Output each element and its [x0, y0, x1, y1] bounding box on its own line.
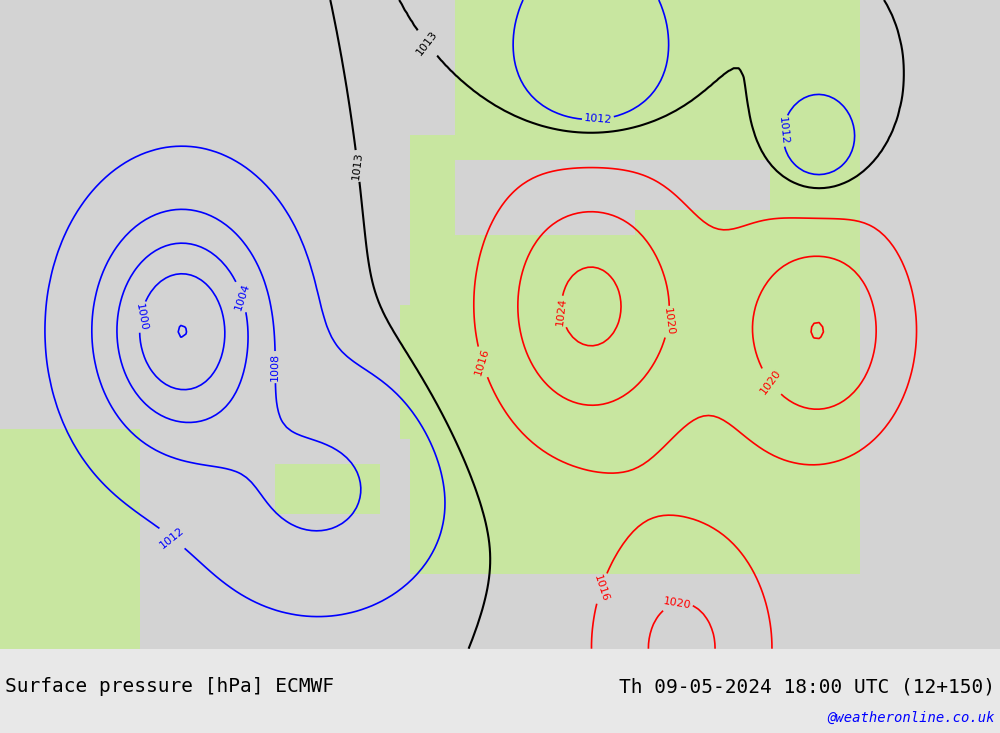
Text: 1008: 1008	[270, 353, 280, 381]
Text: Th 09-05-2024 18:00 UTC (12+150): Th 09-05-2024 18:00 UTC (12+150)	[619, 677, 995, 696]
Text: 1013: 1013	[415, 29, 440, 57]
Text: 1004: 1004	[233, 281, 251, 312]
Text: 1012: 1012	[158, 526, 186, 550]
Text: 1024: 1024	[555, 297, 568, 326]
Text: 1020: 1020	[758, 368, 783, 397]
Text: 1013: 1013	[351, 152, 364, 180]
Text: 1020: 1020	[662, 307, 675, 336]
Text: 1012: 1012	[584, 113, 612, 125]
Text: 1000: 1000	[133, 302, 148, 331]
Text: 1016: 1016	[473, 347, 491, 377]
Text: @weatheronline.co.uk: @weatheronline.co.uk	[828, 711, 995, 725]
Text: 1016: 1016	[592, 573, 610, 603]
Text: Surface pressure [hPa] ECMWF: Surface pressure [hPa] ECMWF	[5, 677, 334, 696]
Text: 1020: 1020	[662, 596, 692, 611]
Text: 1012: 1012	[777, 117, 790, 145]
